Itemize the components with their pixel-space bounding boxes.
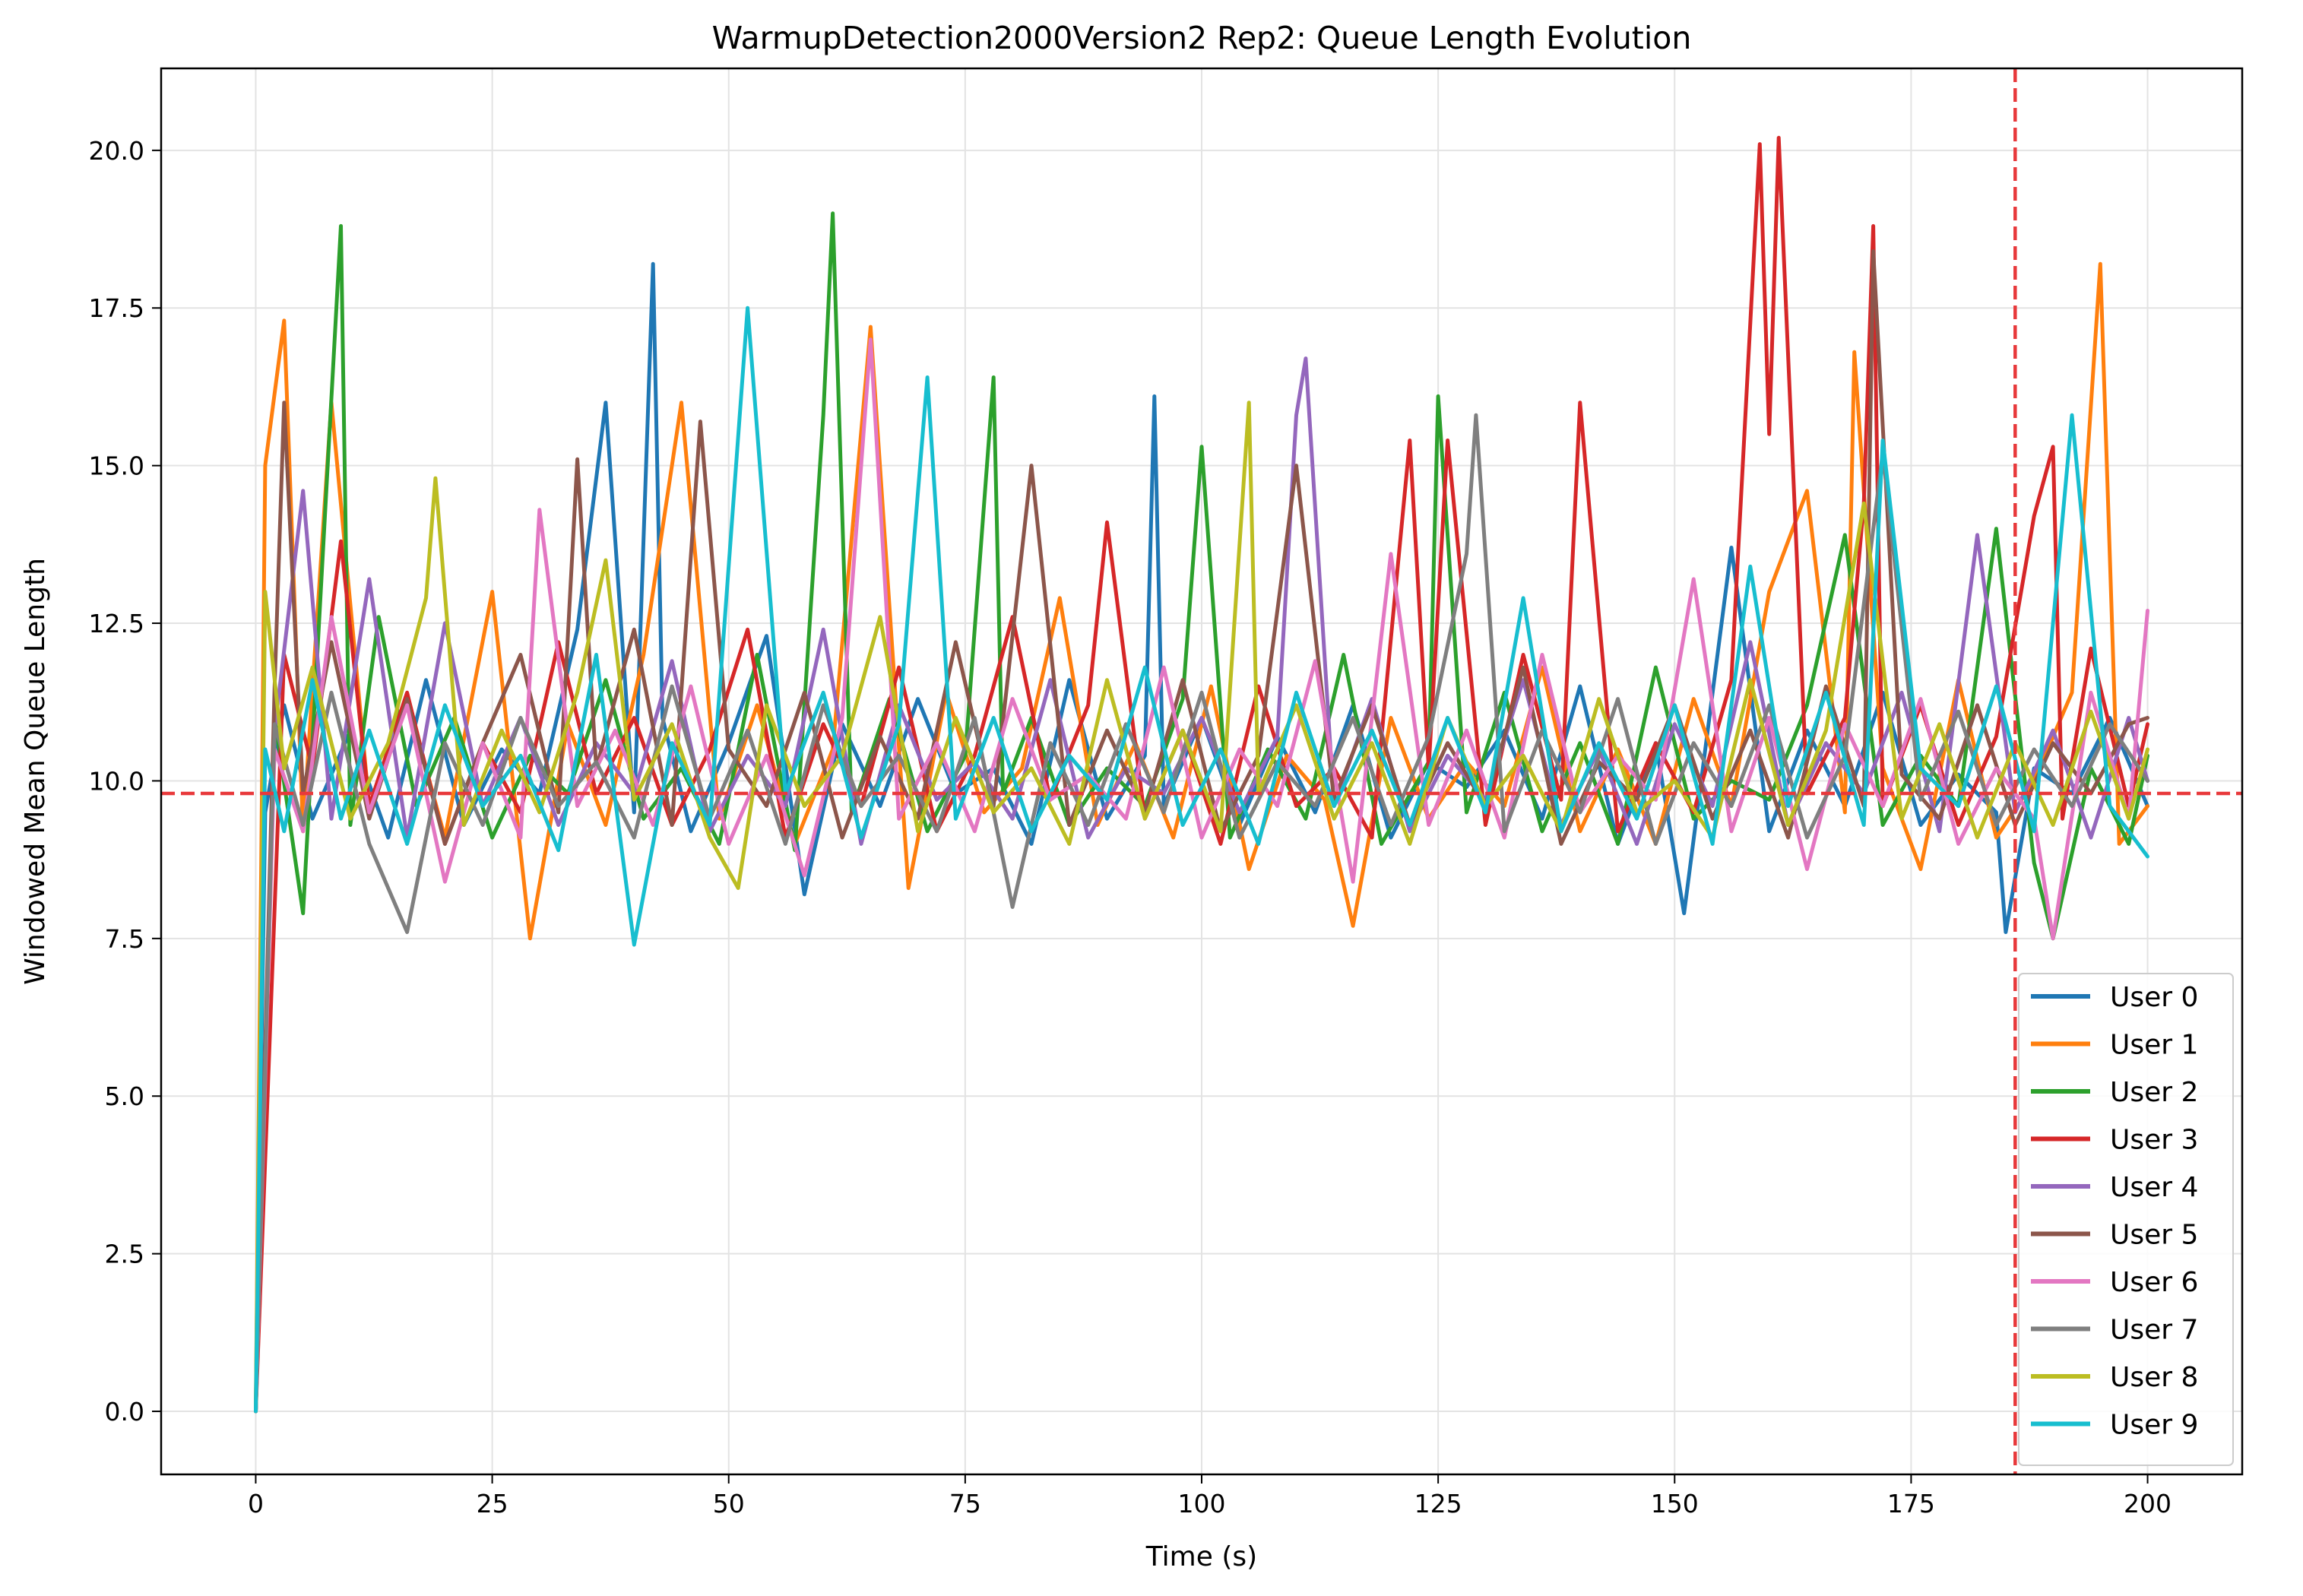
series-line-user-7 bbox=[254, 413, 2149, 1414]
x-tick-label: 75 bbox=[949, 1489, 981, 1518]
series-line-user-9 bbox=[254, 306, 2149, 1414]
series-line-user-8 bbox=[254, 401, 2149, 1414]
y-tick-label: 0.0 bbox=[105, 1397, 144, 1427]
series-line-user-1 bbox=[254, 261, 2149, 1414]
legend-label: User 2 bbox=[2110, 1077, 2198, 1108]
y-tick-label: 15.0 bbox=[89, 451, 144, 481]
series-lines bbox=[254, 135, 2149, 1414]
x-tick-label: 100 bbox=[1178, 1489, 1226, 1518]
legend-label: User 4 bbox=[2110, 1172, 2198, 1203]
legend-label: User 7 bbox=[2110, 1315, 2198, 1346]
y-tick-label: 10.0 bbox=[89, 766, 144, 796]
x-tick-label: 0 bbox=[248, 1489, 264, 1518]
y-tick-label: 7.5 bbox=[105, 924, 144, 954]
reference-lines bbox=[161, 68, 2242, 1474]
legend-label: User 8 bbox=[2110, 1362, 2198, 1393]
legend-label: User 3 bbox=[2110, 1125, 2198, 1156]
y-tick-label: 2.5 bbox=[105, 1240, 144, 1269]
y-tick-label: 5.0 bbox=[105, 1081, 144, 1111]
x-tick-label: 50 bbox=[713, 1489, 745, 1518]
legend-label: User 1 bbox=[2110, 1030, 2198, 1061]
axis-ticks: 0 25 50 75 100 125 150 175 200 0.0 2.5 5.0 7.5 10.0 12… bbox=[89, 136, 2172, 1518]
legend-label: User 6 bbox=[2110, 1267, 2198, 1298]
y-tick-label: 12.5 bbox=[89, 609, 144, 638]
x-tick-label: 200 bbox=[2124, 1489, 2172, 1518]
legend-label: User 0 bbox=[2110, 982, 2198, 1013]
x-tick-label: 150 bbox=[1651, 1489, 1699, 1518]
y-tick-label: 20.0 bbox=[89, 136, 144, 166]
x-tick-label: 125 bbox=[1414, 1489, 1462, 1518]
x-tick-label: 25 bbox=[477, 1489, 508, 1518]
y-axis-label: Windowed Mean Queue Length bbox=[20, 558, 51, 985]
x-tick-label: 175 bbox=[1887, 1489, 1935, 1518]
x-axis-label: Time (s) bbox=[1145, 1541, 1257, 1572]
legend: User 0 User 1 User 2 User 3 User 4 User 5 User… bbox=[2018, 973, 2234, 1466]
legend-box bbox=[2018, 973, 2234, 1466]
chart-title: WarmupDetection2000Version2 Rep2: Queue … bbox=[712, 20, 1692, 56]
legend-label: User 5 bbox=[2110, 1220, 2198, 1251]
y-tick-label: 17.5 bbox=[89, 293, 144, 323]
legend-label: User 9 bbox=[2110, 1410, 2198, 1441]
